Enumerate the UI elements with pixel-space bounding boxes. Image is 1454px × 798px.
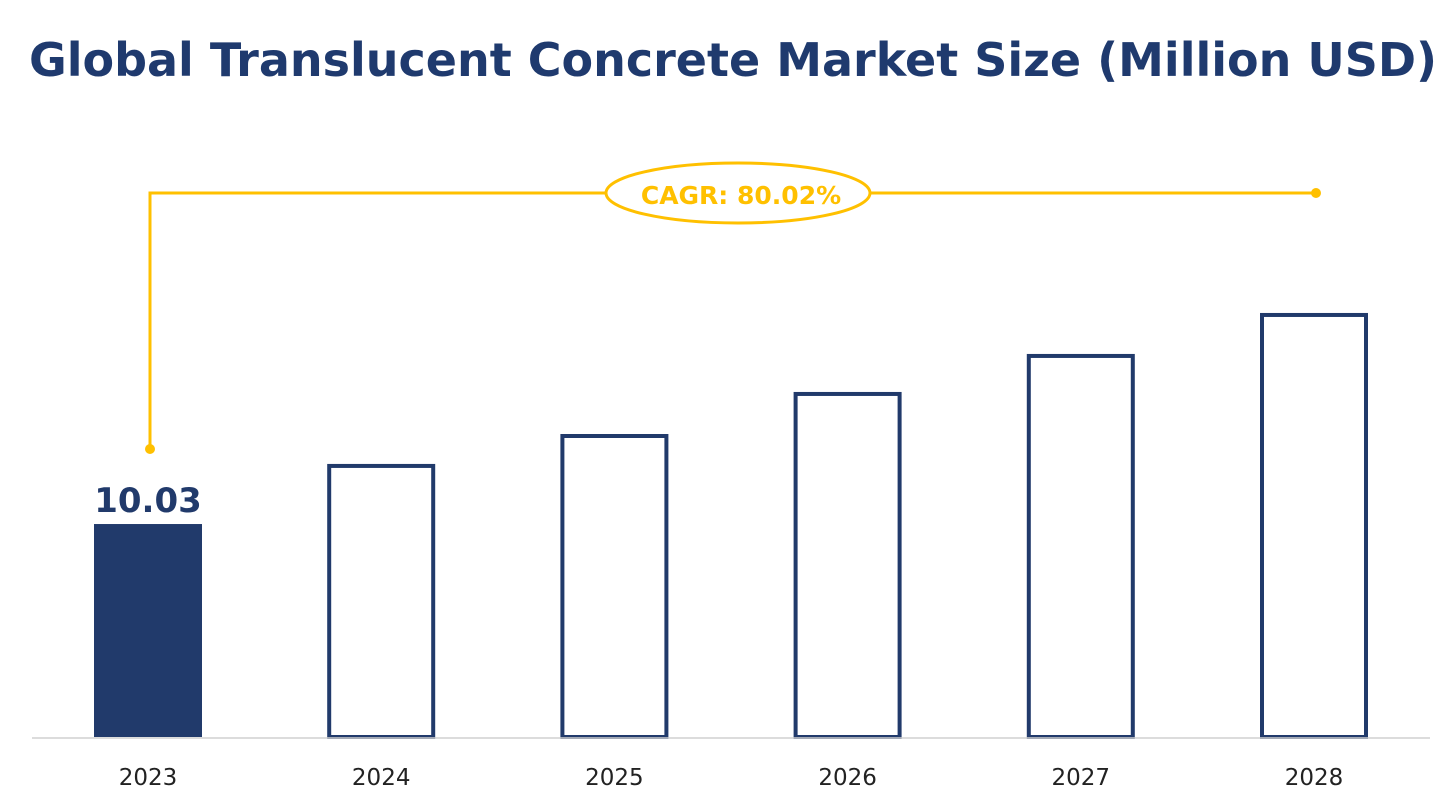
bar-2023 — [94, 524, 202, 737]
bar-2027 — [1026, 353, 1135, 739]
cagr-ellipse — [604, 161, 872, 225]
x-tick-label-2027: 2027 — [1052, 765, 1111, 791]
cagr-end-dot — [1311, 188, 1321, 198]
bar-2026 — [793, 391, 902, 739]
x-tick-label-2024: 2024 — [352, 765, 411, 791]
x-tick-label-2023: 2023 — [119, 765, 178, 791]
bar-2025 — [560, 434, 669, 739]
data-label-2023: 10.03 — [94, 481, 202, 521]
x-tick-label-2025: 2025 — [585, 765, 644, 791]
x-tick-label-2028: 2028 — [1285, 765, 1344, 791]
cagr-label: CAGR: 80.02% — [641, 181, 841, 210]
x-tick-label-2026: 2026 — [818, 765, 877, 791]
cagr-annotation: CAGR: 80.02% — [145, 161, 1321, 454]
chart-title: Global Translucent Concrete Market Size … — [29, 33, 1437, 87]
bar-2024 — [327, 463, 436, 739]
cagr-bracket-line — [148, 191, 606, 449]
cagr-start-dot — [145, 444, 155, 454]
bar-2028 — [1260, 312, 1368, 739]
